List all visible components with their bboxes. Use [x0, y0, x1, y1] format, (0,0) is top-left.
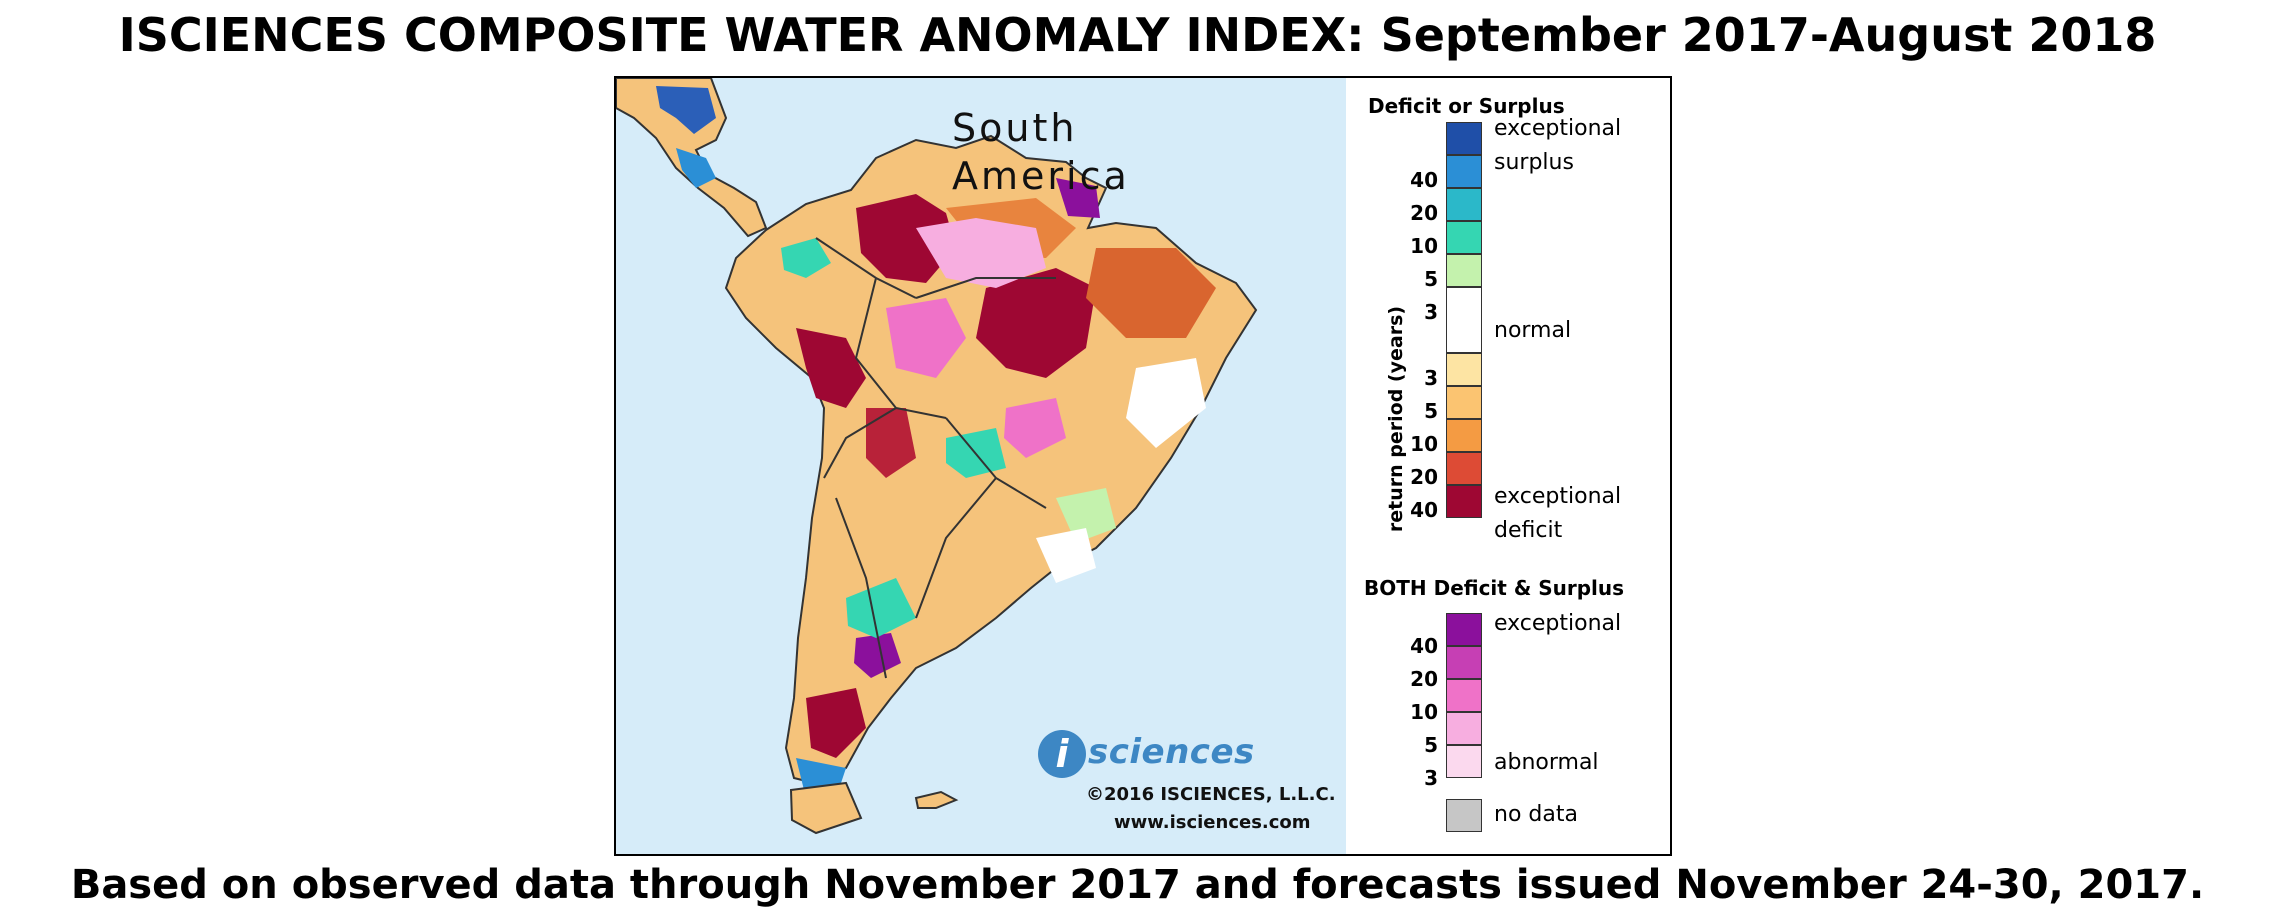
tick-surplus-10: 10	[1410, 234, 1438, 258]
swatch-normal	[1446, 287, 1482, 353]
label-both-exceptional: exceptional	[1494, 611, 1622, 636]
deficit-patagonia	[806, 688, 866, 758]
copyright-text: ©2016 ISCIENCES, L.L.C.	[1086, 784, 1336, 805]
central-america-surplus-2	[676, 148, 716, 188]
map-title: ISCIENCES COMPOSITE WATER ANOMALY INDEX:…	[118, 8, 2157, 62]
swatch-surplus-40	[1446, 155, 1482, 188]
label-exceptional-surplus-1: exceptional	[1494, 116, 1622, 141]
swatch-surplus-10	[1446, 221, 1482, 254]
label-no-data: no data	[1494, 802, 1578, 827]
central-america-surplus	[656, 86, 716, 134]
swatch-deficit-40	[1446, 485, 1482, 518]
logo-wordmark: sciences	[1088, 732, 1255, 772]
swatch-both-10	[1446, 679, 1482, 712]
label-both-abnormal: abnormal	[1494, 750, 1599, 775]
swatch-surplus-20	[1446, 188, 1482, 221]
swatch-both-5	[1446, 712, 1482, 745]
legend-title-both: BOTH Deficit & Surplus	[1364, 576, 1625, 600]
tierra-del-fuego	[789, 781, 863, 835]
region-label-south: South	[952, 106, 1078, 150]
isciences-logo: i sciences	[1038, 726, 1278, 786]
tick-deficit-20: 20	[1410, 465, 1438, 489]
swatch-surplus-exceptional	[1446, 122, 1482, 155]
tick-surplus-3: 3	[1424, 300, 1438, 324]
surplus-colombia	[781, 238, 831, 278]
region-label-america: America	[952, 154, 1130, 198]
swatch-both-40	[1446, 613, 1482, 646]
normal-eastern-brazil	[1126, 358, 1206, 448]
swatch-deficit-5	[1446, 386, 1482, 419]
website-link: www.isciences.com	[1114, 812, 1311, 833]
tick-both-20: 20	[1410, 667, 1438, 691]
swatch-deficit-20	[1446, 452, 1482, 485]
label-exceptional-deficit-1: exceptional	[1494, 484, 1622, 509]
both-french-guiana	[1056, 178, 1100, 218]
map-subtitle: Based on observed data through November …	[70, 862, 2205, 908]
swatch-both-20	[1446, 646, 1482, 679]
surplus-argentina-central	[846, 578, 916, 638]
logo-i-circle: i	[1038, 730, 1086, 778]
map-frame: South America i sciences ©2016 ISCIENCES…	[614, 76, 1672, 856]
both-brazil-north	[916, 218, 1046, 288]
tick-both-10: 10	[1410, 700, 1438, 724]
tick-deficit-40: 40	[1410, 498, 1438, 522]
legend-panel: Deficit or Surplus return period (years)…	[1346, 78, 1670, 854]
tick-both-5: 5	[1424, 733, 1438, 757]
tick-both-40: 40	[1410, 634, 1438, 658]
swatch-no-data	[1446, 799, 1482, 832]
tick-both-3: 3	[1424, 766, 1438, 790]
deficit-bolivia	[866, 408, 916, 478]
label-exceptional-deficit-2: deficit	[1494, 518, 1563, 543]
both-brazil-west	[886, 298, 966, 378]
swatch-surplus-5	[1446, 254, 1482, 287]
both-mato-grosso	[1004, 398, 1066, 458]
falkland-islands	[914, 790, 959, 809]
tick-deficit-3: 3	[1424, 366, 1438, 390]
south-america-map	[616, 78, 1258, 835]
both-argentina	[854, 633, 901, 678]
swatch-both-3	[1446, 745, 1482, 778]
deficit-peru	[796, 328, 866, 408]
tick-deficit-5: 5	[1424, 399, 1438, 423]
deficit-brazil-central	[976, 268, 1096, 378]
swatch-deficit-3	[1446, 353, 1482, 386]
legend-title-deficit-surplus: Deficit or Surplus	[1368, 94, 1565, 118]
tick-surplus-40: 40	[1410, 168, 1438, 192]
label-normal: normal	[1494, 318, 1572, 343]
normal-uruguay	[1036, 528, 1096, 583]
surplus-southern-brazil	[1056, 488, 1116, 543]
tick-surplus-5: 5	[1424, 267, 1438, 291]
deficit-brazil-east	[1086, 248, 1216, 338]
swatch-deficit-10	[1446, 419, 1482, 452]
tick-surplus-20: 20	[1410, 201, 1438, 225]
country-borders	[815, 237, 1056, 679]
tick-deficit-10: 10	[1410, 432, 1438, 456]
label-exceptional-surplus-2: surplus	[1494, 150, 1574, 175]
map-area: South America i sciences ©2016 ISCIENCES…	[616, 78, 1346, 854]
deficit-venezuela	[856, 194, 956, 283]
